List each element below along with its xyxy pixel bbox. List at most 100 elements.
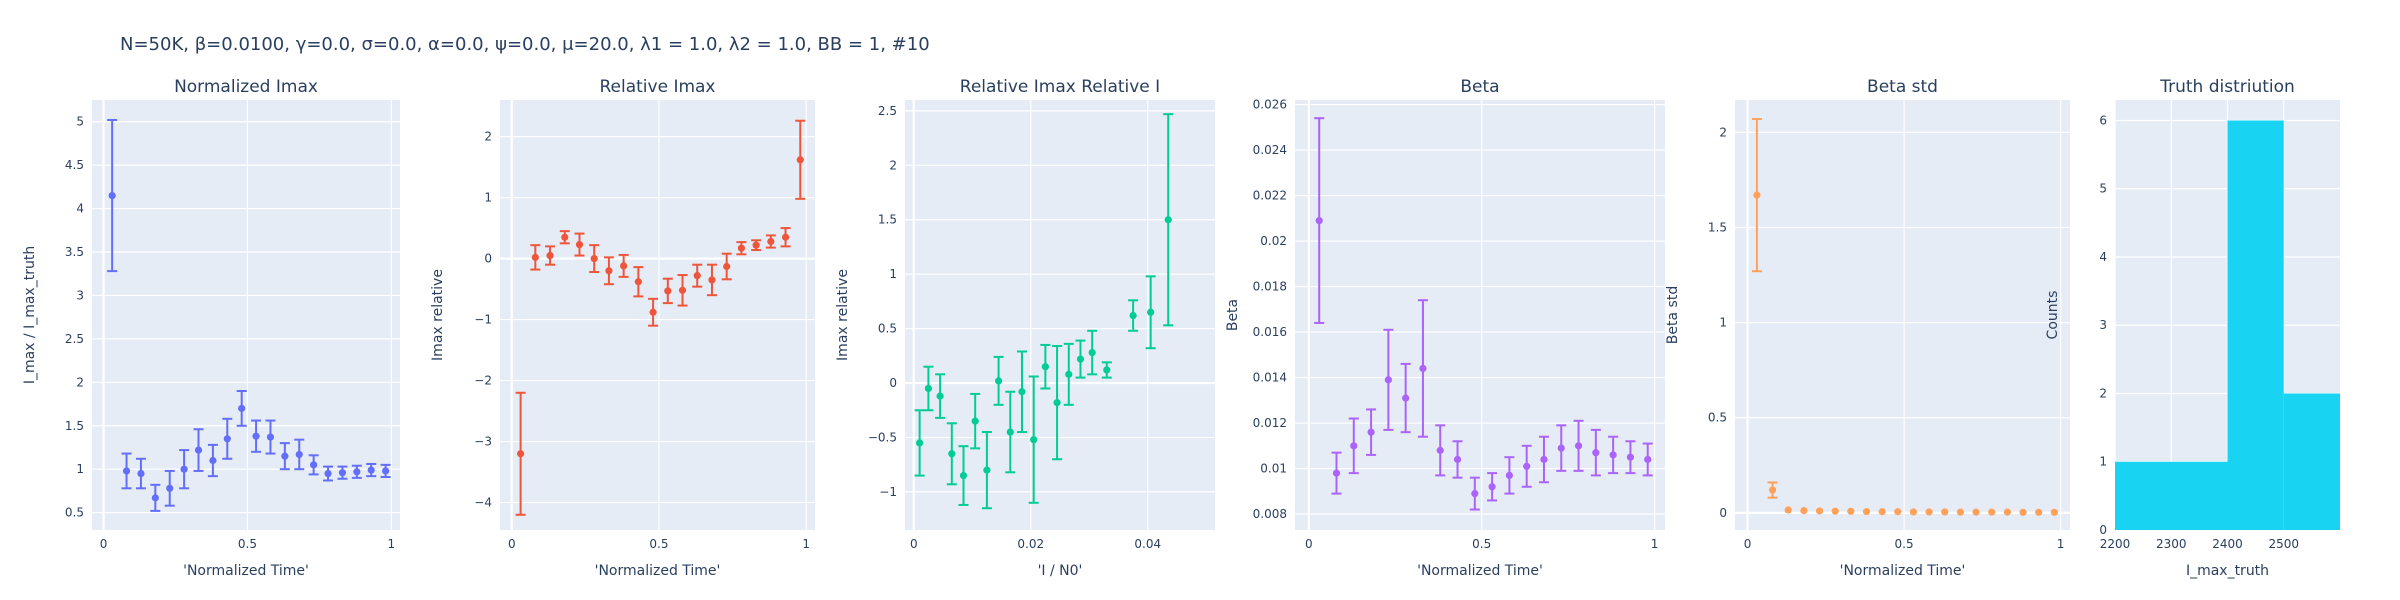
y-tick-label: 0.014 (1253, 371, 1287, 385)
x-axis-label: 'Normalized Time' (595, 563, 721, 579)
data-point (1471, 489, 1479, 498)
data-point (2003, 508, 2011, 516)
data-point (1164, 216, 1172, 224)
subplot-6: 2200 2300 2400 2500 0 1 2 3 4 5 6 Truth distriution… (2045, 77, 2340, 579)
data-point (2050, 508, 2058, 516)
subplot-title: Relative Imax Relative I (960, 77, 1160, 97)
data-point (916, 439, 924, 447)
subplot-2: 0 0.5 1 −4 −3 −2 −1 0 1 2 Relative Imax 'Normalized… (430, 77, 815, 579)
y-tick-label: 1 (76, 462, 84, 476)
data-point (1784, 506, 1792, 514)
data-point (936, 392, 944, 400)
y-tick-label: 0.026 (1253, 98, 1287, 112)
y-tick-label: 1.5 (65, 419, 84, 433)
data-point (634, 278, 642, 286)
subplot-4: 0 0.5 1 0.008 0.01 0.012 0.014 0.016 0.018 0.02 0.… (1225, 77, 1665, 579)
y-tick-label: 0 (484, 252, 492, 266)
data-point (194, 446, 203, 454)
subplot-title: Beta std (1867, 77, 1938, 97)
y-tick-label: 1 (484, 191, 492, 205)
subplot-5: 0 0.5 1 0 0.5 1 1.5 2 Beta std 'Normalized Time' B… (1665, 77, 2070, 579)
data-point (1006, 428, 1014, 436)
y-axis-label: I_max / I_max_truth (22, 246, 38, 384)
y-tick-label: 2.5 (878, 104, 897, 118)
y-tick-label: 0.024 (1253, 143, 1287, 157)
y-tick-label: −1 (474, 313, 492, 327)
y-axis-label: Imax relative (430, 269, 446, 361)
data-point (1315, 216, 1323, 225)
data-point (1972, 508, 1980, 516)
data-point (1831, 507, 1839, 515)
x-axis-label: 'I / N0' (1038, 563, 1083, 579)
data-point (281, 452, 289, 460)
data-point (1768, 486, 1777, 494)
data-point (180, 465, 188, 473)
data-point (1402, 394, 1410, 402)
data-point (1523, 462, 1531, 470)
y-tick-label: 4 (76, 202, 84, 216)
x-tick-label: 0.5 (649, 537, 668, 551)
data-point (1332, 469, 1341, 477)
x-axis-label: I_max_truth (2186, 563, 2269, 579)
x-tick-label: 0.5 (1472, 537, 1491, 551)
data-point (561, 233, 569, 241)
data-point (994, 377, 1003, 385)
data-point (723, 262, 731, 271)
data-point (1041, 363, 1049, 371)
data-point (1815, 507, 1824, 515)
data-point (310, 461, 318, 469)
subplot-1: 0 0.5 1 0.5 1 1.5 2 2.5 3 3.5 4 4.5 5 Normalized Imax… (22, 77, 400, 579)
data-point (1367, 428, 1375, 436)
subplot-title: Normalized Imax (174, 77, 318, 97)
data-point (1609, 451, 1617, 459)
data-point (151, 494, 159, 502)
subplot-title: Relative Imax (599, 77, 715, 97)
y-tick-label: 0 (889, 376, 897, 390)
data-point (948, 450, 956, 458)
data-point (708, 276, 716, 284)
data-point (1862, 507, 1871, 516)
x-tick-label: 2500 (2268, 537, 2299, 551)
histogram-bar (2283, 393, 2340, 530)
data-point (1350, 442, 1358, 450)
x-tick-label: 0 (508, 537, 516, 551)
data-point (1894, 508, 1902, 516)
y-tick-label: 0.01 (1260, 462, 1287, 476)
y-tick-label: 0.022 (1253, 189, 1287, 203)
plot-background (1735, 100, 2070, 530)
y-tick-label: 1 (2099, 455, 2107, 469)
y-tick-label: 0.5 (878, 322, 897, 336)
data-point (1592, 449, 1600, 457)
y-tick-label: 1.5 (878, 213, 897, 227)
y-tick-label: −2 (474, 374, 492, 388)
data-point (781, 233, 790, 241)
data-point (924, 384, 932, 393)
x-tick-label: 1 (2057, 537, 2065, 551)
y-tick-label: 5 (76, 115, 84, 129)
data-point (1988, 508, 1996, 516)
x-tick-label: 2400 (2212, 537, 2243, 551)
y-tick-label: 0.5 (65, 506, 84, 520)
figure-suptitle: N=50K, β=0.0100, γ=0.0, σ=0.0, α=0.0, ψ=… (120, 34, 930, 55)
data-point (1909, 508, 1918, 516)
y-tick-label: 3 (76, 288, 84, 302)
y-tick-label: 3 (2099, 318, 2107, 332)
subplot-title: Beta (1460, 77, 1499, 97)
y-axis-label: Imax relative (835, 269, 851, 361)
data-point (605, 267, 613, 275)
data-point (2019, 508, 2027, 516)
data-point (664, 287, 672, 295)
y-axis-label: Beta std (1665, 286, 1681, 344)
data-point (137, 469, 145, 478)
data-point (1488, 483, 1496, 491)
data-point (1076, 355, 1085, 363)
data-point (1030, 436, 1038, 444)
data-point (166, 484, 174, 492)
data-point (1941, 508, 1949, 516)
y-tick-label: −3 (474, 435, 492, 449)
y-tick-label: −4 (474, 496, 492, 510)
y-tick-label: 0.02 (1260, 234, 1287, 248)
y-tick-label: 4.5 (65, 158, 84, 172)
x-tick-label: 0 (100, 537, 108, 551)
x-tick-label: 0 (1305, 537, 1313, 551)
